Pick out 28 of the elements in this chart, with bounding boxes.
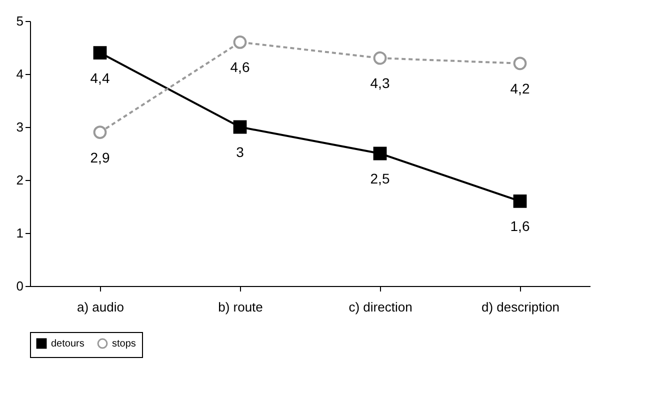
data-label: 4,6	[230, 59, 250, 76]
data-label: 4,3	[370, 75, 390, 92]
point	[93, 46, 107, 60]
legend-label: detours	[51, 338, 84, 350]
x-tick-label: c) direction	[348, 300, 412, 314]
x-tick-label: d) description	[481, 300, 560, 314]
y-tick-label: 5	[16, 14, 24, 28]
y-tick-label: 0	[16, 278, 24, 294]
data-label: 4,2	[510, 80, 530, 96]
x-tick-label: b) route	[218, 300, 263, 314]
data-label: 2,9	[90, 149, 110, 166]
data-label: 1,6	[510, 218, 530, 234]
point	[513, 194, 527, 208]
y-tick-label: 1	[16, 226, 24, 240]
legend-label: stops	[112, 338, 136, 350]
data-label: 3	[236, 144, 244, 160]
data-label: 2,5	[370, 170, 390, 186]
point	[513, 56, 527, 70]
y-tick-label: 2	[16, 172, 24, 188]
point	[233, 120, 247, 134]
data-label: 4,4	[90, 70, 110, 86]
x-tick-label: a) audio	[77, 300, 124, 314]
point	[373, 51, 387, 65]
y-tick-label: 4	[16, 66, 24, 82]
point	[93, 126, 107, 139]
point	[233, 36, 247, 49]
y-tick-label: 3	[16, 120, 24, 134]
point	[373, 146, 387, 160]
